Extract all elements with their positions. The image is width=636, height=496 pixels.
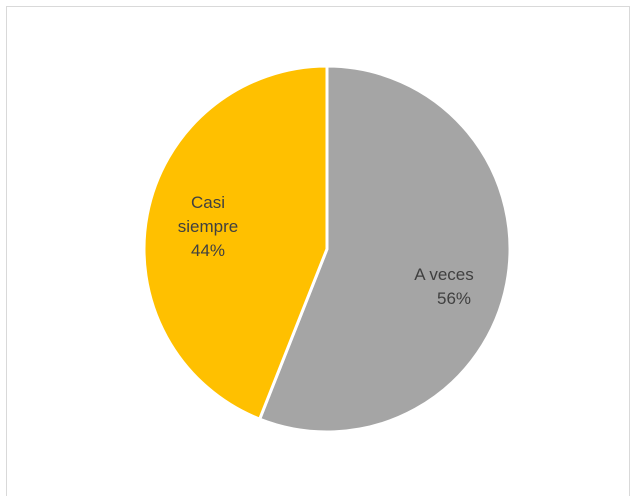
pie-slice-casi-siempre — [142, 64, 329, 421]
data-label-a-veces: A veces 56% — [414, 265, 474, 308]
pie-slice-a-veces — [258, 64, 512, 434]
pie-labels: A veces 56% Casi siempre 44% — [178, 193, 474, 308]
data-label-casi-siempre: Casi siempre 44% — [178, 193, 238, 260]
pie-slices — [142, 64, 512, 434]
